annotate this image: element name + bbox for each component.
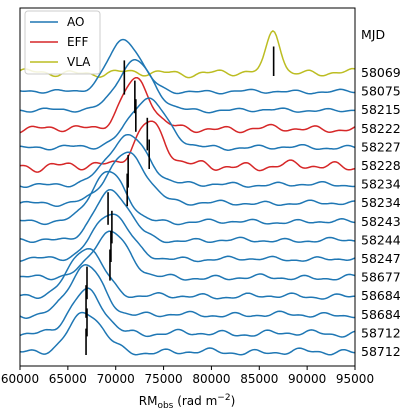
series-line — [19, 151, 356, 208]
series-line — [19, 38, 355, 95]
x-tick-label: 90000 — [288, 372, 326, 386]
series-line — [19, 311, 356, 356]
x-tick-label: 95000 — [336, 372, 374, 386]
mjd-label: 58228 — [361, 158, 401, 173]
series-line — [19, 213, 356, 263]
series-line — [19, 76, 356, 134]
series-line — [20, 230, 356, 281]
mjd-label: 58215 — [361, 102, 401, 117]
mjd-label: 58247 — [361, 251, 401, 266]
x-axis-label-subscript: obs — [157, 401, 173, 411]
mjd-label: 58075 — [361, 84, 401, 99]
x-axis-label-close: ) — [231, 394, 236, 408]
mjd-label: 58684 — [361, 288, 401, 303]
mjd-label: 58234 — [361, 195, 401, 210]
mjd-label: 58069 — [361, 65, 401, 80]
x-axis-label-main: RM — [139, 394, 158, 408]
mjd-label: 58712 — [361, 344, 401, 359]
x-axis-ticks: 60000 65000 70000 75000 80000 85000 90000 95000 — [1, 366, 374, 386]
series-line — [19, 247, 356, 300]
series-line — [19, 120, 356, 173]
series-line — [19, 97, 356, 151]
mjd-label: 58712 — [361, 325, 401, 340]
x-tick-label: 70000 — [97, 372, 135, 386]
plot-frame — [19, 7, 356, 367]
mjd-label: 58227 — [361, 139, 401, 154]
mjd-labels: 58069 58075 58215 58222 58227 58228 58234 58234… — [361, 65, 401, 359]
mjd-label: 58244 — [361, 232, 401, 247]
x-tick-label: 85000 — [240, 372, 278, 386]
x-axis-label-exponent: −2 — [217, 393, 230, 403]
series-line — [19, 287, 356, 338]
series-line — [19, 170, 356, 226]
x-axis-label-unit: (rad m — [173, 394, 217, 408]
mjd-label: 58684 — [361, 307, 401, 322]
series-line — [19, 188, 356, 244]
legend-label: VLA — [67, 55, 91, 69]
x-tick-label: 75000 — [144, 372, 182, 386]
legend-label: AO — [67, 15, 84, 29]
right-axis-title: MJD — [361, 27, 385, 42]
legend-box — [24, 10, 101, 75]
series-line — [19, 59, 355, 114]
legend: AO EFF VLA — [24, 10, 101, 75]
x-tick-label: 80000 — [192, 372, 230, 386]
series-line — [19, 264, 355, 319]
x-tick-label: 65000 — [49, 372, 87, 386]
mjd-label: 58677 — [361, 270, 401, 285]
x-axis-label: RMobs (rad m−2) — [139, 393, 236, 411]
mjd-label: 58222 — [361, 121, 401, 136]
peak-markers — [85, 46, 275, 355]
series-curves — [19, 29, 356, 356]
mjd-label: 58243 — [361, 214, 401, 229]
x-tick-label: 60000 — [1, 372, 39, 386]
mjd-label: 58234 — [361, 177, 401, 192]
legend-label: EFF — [67, 35, 88, 49]
series-line — [19, 133, 356, 189]
